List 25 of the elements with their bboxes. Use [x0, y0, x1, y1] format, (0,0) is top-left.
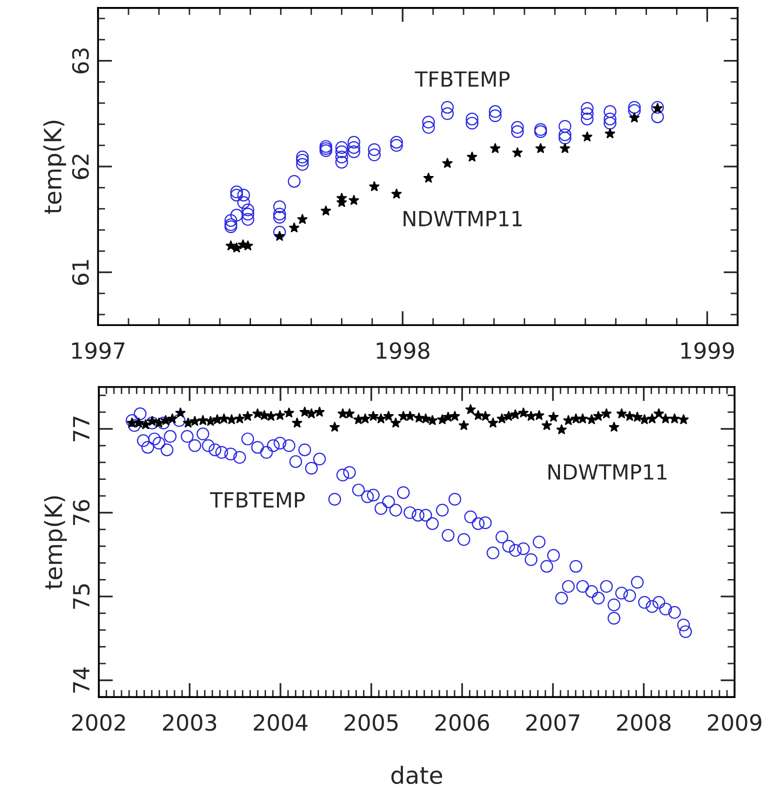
y-tick-label: 77 [73, 416, 90, 442]
x-tick-label: 2007 [526, 714, 580, 731]
x-tick-label: 2003 [162, 714, 216, 731]
x-tick-label: 2005 [344, 714, 398, 731]
x-tick-label: 1998 [376, 342, 430, 359]
annotation: TFBTEMP [210, 492, 305, 508]
y-tick-label: 63 [72, 48, 89, 74]
y-tick-label: 61 [72, 260, 89, 285]
x-tick-label: 2002 [72, 714, 125, 731]
y-tick-label: 76 [72, 500, 90, 525]
annotation: TFBTEMP [414, 71, 510, 87]
x-tick-label: 1997 [72, 342, 124, 359]
x-tick-label: 2009 [708, 714, 762, 731]
y-axis-title: temp(K) [43, 120, 66, 214]
x-tick-label: 2008 [617, 714, 671, 731]
annotation: NDWTMP11 [404, 211, 522, 226]
x-tick-label: 2006 [435, 714, 489, 731]
y-tick-label: 74 [73, 667, 90, 693]
y-tick-label: 62 [72, 154, 89, 180]
x-tick-label: 2004 [254, 714, 308, 731]
x-tick-label: 1999 [681, 342, 734, 359]
x-axis-title: date [391, 766, 442, 784]
y-tick-label: 75 [73, 584, 90, 609]
annotation: NDWTMP11 [548, 464, 667, 480]
y-axis-title: temp(K) [44, 496, 67, 590]
